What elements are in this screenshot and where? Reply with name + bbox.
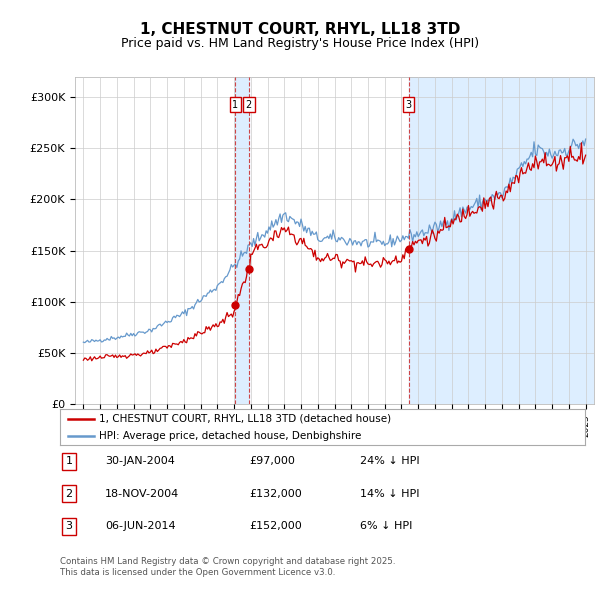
Text: 06-JUN-2014: 06-JUN-2014 bbox=[105, 522, 176, 531]
Text: This data is licensed under the Open Government Licence v3.0.: This data is licensed under the Open Gov… bbox=[60, 568, 335, 577]
Text: £152,000: £152,000 bbox=[249, 522, 302, 531]
Text: Price paid vs. HM Land Registry's House Price Index (HPI): Price paid vs. HM Land Registry's House … bbox=[121, 37, 479, 50]
Text: 6% ↓ HPI: 6% ↓ HPI bbox=[360, 522, 412, 531]
Text: 18-NOV-2004: 18-NOV-2004 bbox=[105, 489, 179, 499]
Bar bbox=[409, 77, 594, 404]
Text: 1: 1 bbox=[65, 457, 73, 466]
Text: 3: 3 bbox=[406, 100, 412, 110]
Text: HPI: Average price, detached house, Denbighshire: HPI: Average price, detached house, Denb… bbox=[100, 431, 362, 441]
Text: 14% ↓ HPI: 14% ↓ HPI bbox=[360, 489, 419, 499]
Text: Contains HM Land Registry data © Crown copyright and database right 2025.: Contains HM Land Registry data © Crown c… bbox=[60, 558, 395, 566]
Text: 2: 2 bbox=[245, 100, 252, 110]
Text: 1: 1 bbox=[232, 100, 238, 110]
Text: 1, CHESTNUT COURT, RHYL, LL18 3TD: 1, CHESTNUT COURT, RHYL, LL18 3TD bbox=[140, 22, 460, 37]
Bar bbox=[235, 77, 249, 404]
Text: £132,000: £132,000 bbox=[249, 489, 302, 499]
Text: 30-JAN-2004: 30-JAN-2004 bbox=[105, 457, 175, 466]
Text: 24% ↓ HPI: 24% ↓ HPI bbox=[360, 457, 419, 466]
Text: 2: 2 bbox=[65, 489, 73, 499]
Text: 3: 3 bbox=[65, 522, 73, 531]
Text: £97,000: £97,000 bbox=[249, 457, 295, 466]
Text: 1, CHESTNUT COURT, RHYL, LL18 3TD (detached house): 1, CHESTNUT COURT, RHYL, LL18 3TD (detac… bbox=[100, 414, 392, 424]
